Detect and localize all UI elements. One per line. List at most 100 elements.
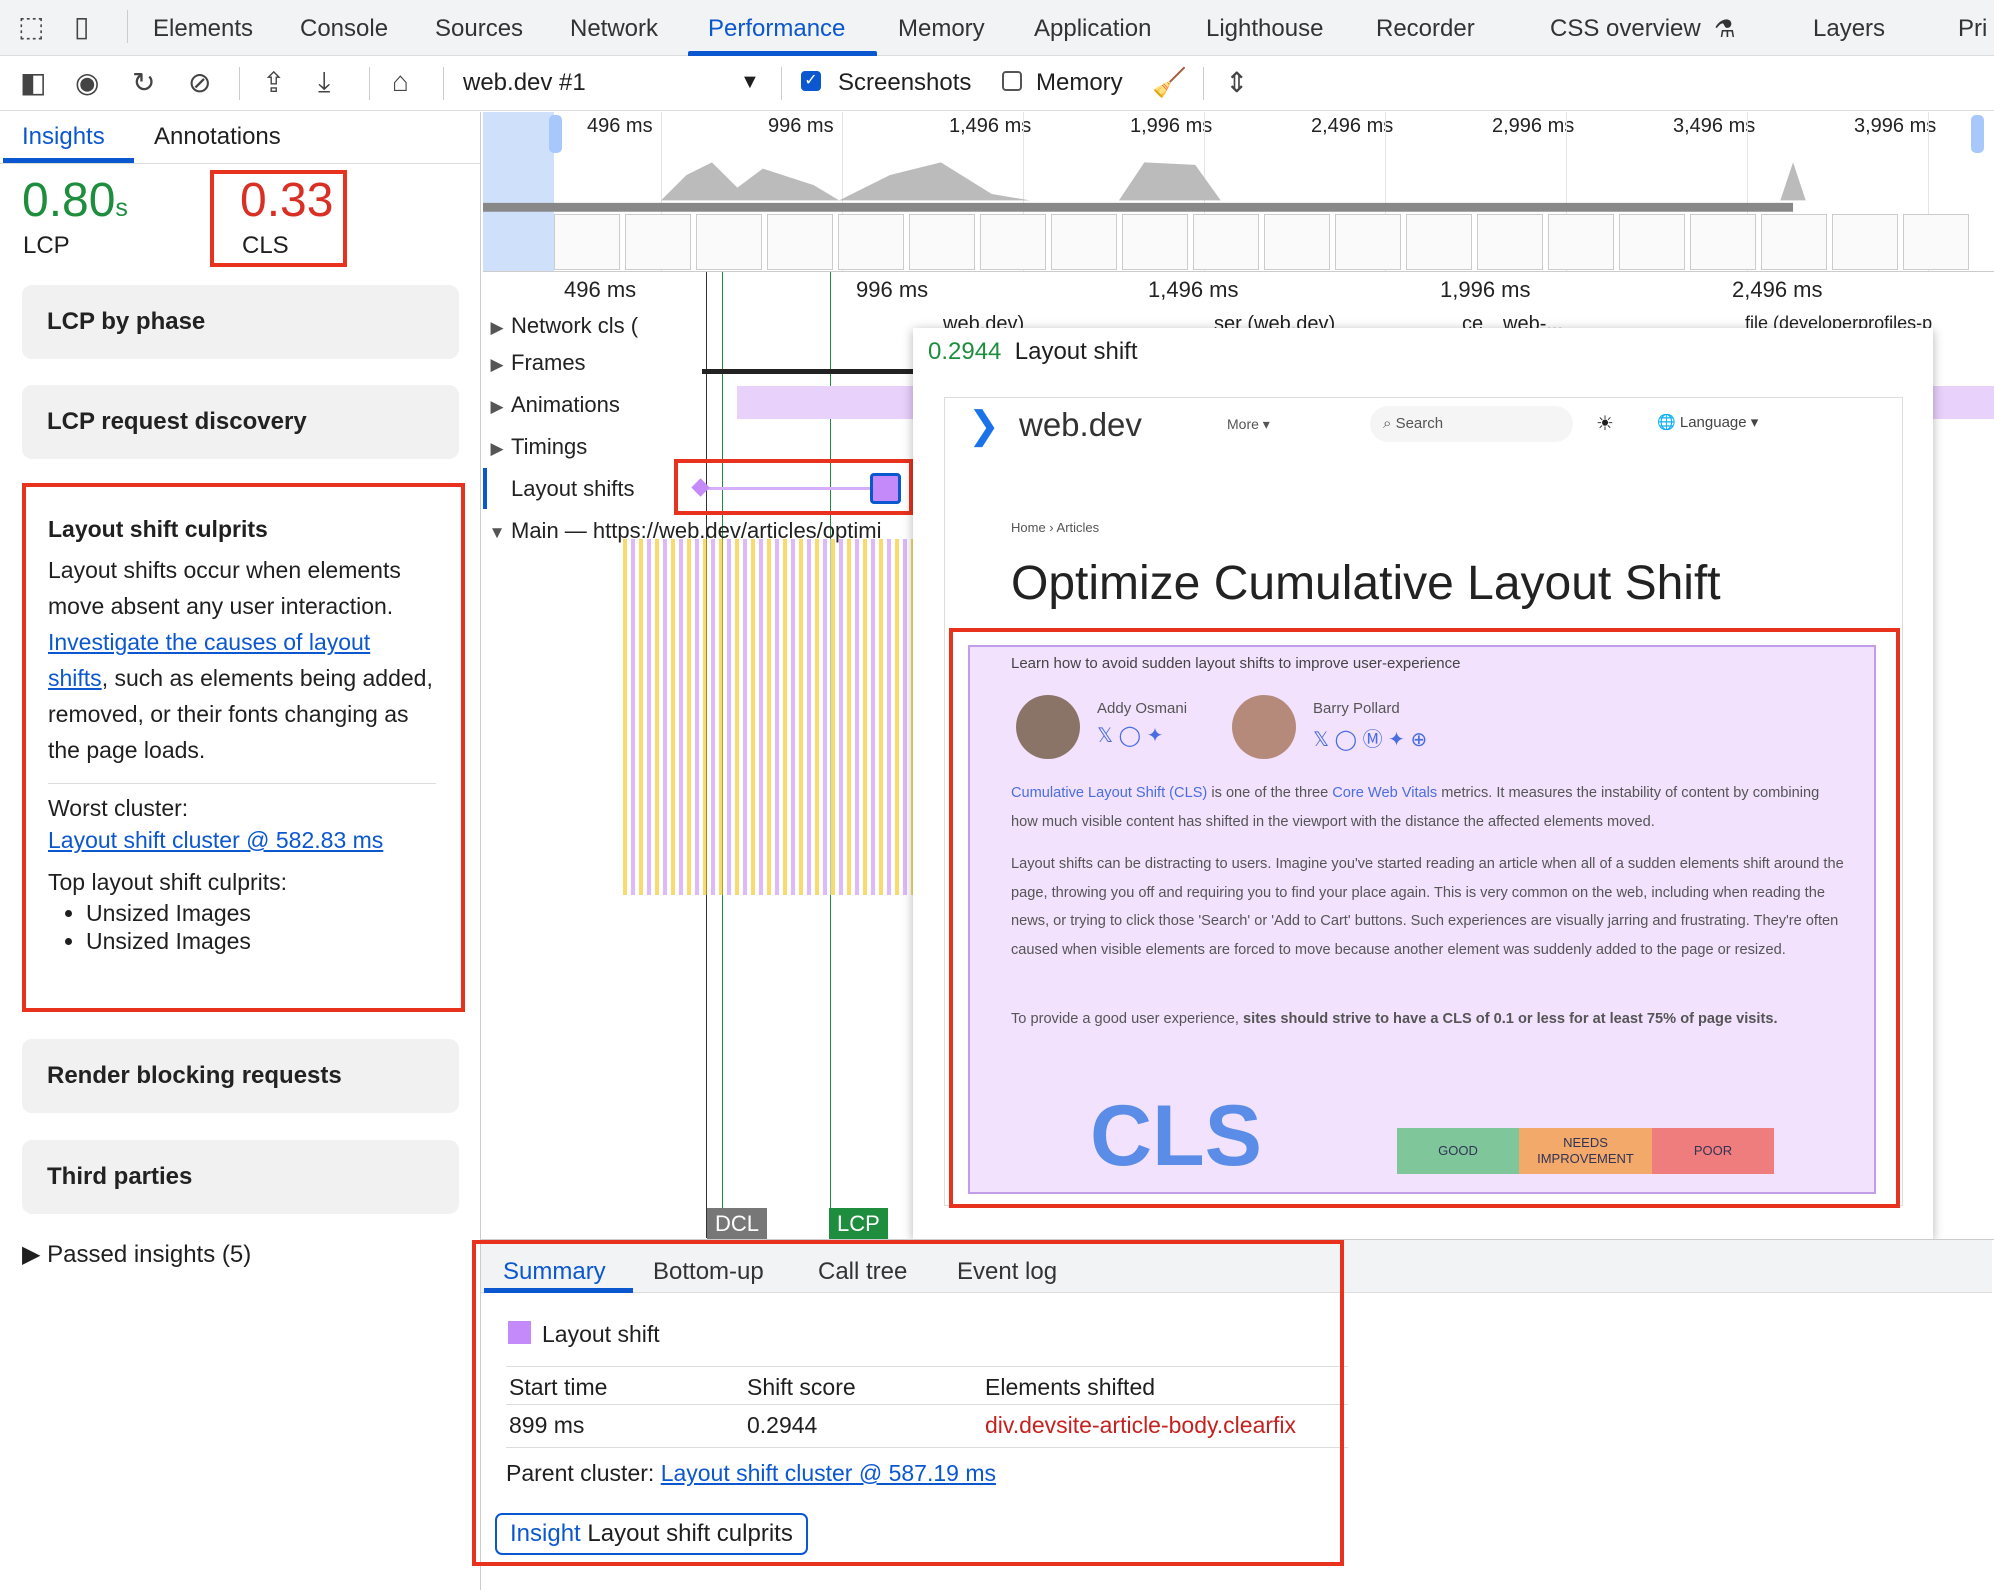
dcl-marker[interactable]: DCL [707, 1208, 768, 1239]
track-5[interactable]: ▼ Main — https://web.dev/articles/optimi [483, 510, 915, 551]
track-1[interactable]: ▶ Frames [483, 342, 915, 383]
record-icon[interactable]: ◉ [75, 67, 100, 98]
lcp-metric[interactable]: 0.80s [22, 174, 128, 227]
tab-elements[interactable]: Elements [153, 15, 254, 42]
screenshot-thumbnail[interactable] [1619, 214, 1685, 270]
screenshot-thumbnail[interactable] [838, 214, 904, 270]
screenshot-thumbnail[interactable] [1903, 214, 1969, 270]
track-3[interactable]: ▶ Timings [483, 426, 915, 467]
screenshot-thumbnail[interactable] [1335, 214, 1401, 270]
track-0[interactable]: ▶ Network cls ( [483, 305, 915, 346]
site-name: web.dev [1019, 406, 1142, 443]
recording-select[interactable]: web.dev #1 [463, 69, 586, 96]
insight-render-blocking[interactable]: Render blocking requests [22, 1039, 459, 1113]
screenshot-thumbnail[interactable] [1761, 214, 1827, 270]
memory-checkbox[interactable] [1002, 71, 1022, 91]
expand-down-icon[interactable]: ▼ [488, 523, 506, 542]
expand-right-icon[interactable]: ▶ [490, 318, 504, 337]
tab-css-overview[interactable]: CSS overview [1550, 15, 1701, 42]
overview-tick: 3,496 ms [1673, 115, 1756, 137]
track-4[interactable]: Layout shifts [483, 468, 915, 509]
insight-lcp-request-discovery[interactable]: LCP request discovery [22, 385, 459, 459]
timeline-tick: 996 ms [856, 277, 929, 302]
screenshot-thumbnail[interactable] [554, 214, 620, 270]
collapse-tracks-icon[interactable]: ⇕ [1225, 67, 1249, 98]
more-menu: More ▾ [1227, 416, 1270, 432]
cls-metric[interactable]: 0.33 [240, 174, 334, 227]
tab-layers[interactable]: Layers [1813, 15, 1886, 42]
screenshot-thumbnail[interactable] [1477, 214, 1543, 270]
tab-performance[interactable]: Performance [708, 15, 846, 42]
tab-bottom-up[interactable]: Bottom-up [653, 1258, 764, 1285]
timeline-tick: 496 ms [564, 277, 637, 302]
article-paragraph: Cumulative Layout Shift (CLS) is one of … [1011, 785, 1820, 830]
left-range-handle[interactable] [549, 115, 562, 153]
screenshot-thumbnail[interactable] [1832, 214, 1898, 270]
tab-lighthouse[interactable]: Lighthouse [1206, 15, 1324, 42]
passed-insights-toggle[interactable]: ▶ Passed insights (5) [22, 1241, 252, 1268]
right-range-handle[interactable] [1971, 115, 1984, 153]
expand-right-icon[interactable]: ▶ [490, 355, 504, 374]
author-name: Addy Osmani [1097, 700, 1188, 717]
tab-privacy[interactable]: Pri [1958, 15, 1988, 42]
screenshot-thumbnail[interactable] [909, 214, 975, 270]
screenshot-thumbnail[interactable] [1193, 214, 1259, 270]
screenshot-thumbnail[interactable] [1264, 214, 1330, 270]
shifted-element-link[interactable]: div.devsite-article-body.clearfix [985, 1412, 1297, 1438]
screenshot-thumbnail[interactable] [1122, 214, 1188, 270]
screenshot-thumbnail[interactable] [625, 214, 691, 270]
download-icon[interactable]: ⤓ [318, 66, 331, 97]
screenshot-thumbnail[interactable] [1690, 214, 1756, 270]
insight-third-parties[interactable]: Third parties [22, 1140, 459, 1214]
overview-gridline [842, 112, 843, 271]
insight-lcp-by-phase[interactable]: LCP by phase [22, 285, 459, 359]
device-toolbar-icon[interactable]: ▯ [74, 11, 90, 42]
cls-label: CLS [242, 232, 289, 259]
track-label: Network cls ( [511, 313, 639, 338]
garbage-collect-icon[interactable]: 🧹 [1152, 67, 1187, 98]
timeline-tick: 1,996 ms [1440, 277, 1531, 302]
tab-memory[interactable]: Memory [898, 15, 985, 42]
social-icons: 𝕏 ◯ Ⓜ ✦ ⊕ [1313, 729, 1428, 751]
track-2[interactable]: ▶ Animations [483, 384, 915, 425]
tab-sources[interactable]: Sources [435, 15, 524, 42]
tab-summary[interactable]: Summary [503, 1258, 606, 1285]
inspect-element-icon[interactable]: ⬚ [18, 11, 45, 42]
expand-right-icon[interactable]: ▶ [490, 439, 504, 458]
tab-recorder[interactable]: Recorder [1376, 15, 1475, 42]
parent-cluster-link[interactable]: Layout shift cluster @ 587.19 ms [660, 1460, 996, 1486]
expand-right-icon[interactable]: ▶ [490, 397, 504, 416]
screenshot-thumbnail[interactable] [1548, 214, 1614, 270]
header-elements-shifted: Elements shifted [985, 1374, 1156, 1400]
insight-chip[interactable]: Insight Layout shift culprits [495, 1513, 808, 1555]
screenshot-thumbnail[interactable] [1406, 214, 1472, 270]
screenshot-thumbnail[interactable] [696, 214, 762, 270]
reload-record-icon[interactable]: ↻ [132, 67, 156, 98]
tab-insights[interactable]: Insights [22, 123, 105, 150]
flask-icon: ⚗ [1714, 16, 1736, 43]
insight-title: Layout shift culprits [48, 516, 268, 542]
article-title: Optimize Cumulative Layout Shift [1011, 557, 1721, 610]
lcp-marker[interactable]: LCP [829, 1208, 888, 1239]
tab-annotations[interactable]: Annotations [154, 123, 281, 150]
tab-network[interactable]: Network [570, 15, 659, 42]
investigate-link[interactable]: Investigate the causes of layout shifts [48, 629, 371, 691]
chevron-down-icon[interactable]: ▼ [740, 71, 760, 93]
screenshot-thumbnail[interactable] [1051, 214, 1117, 270]
tab-event-log[interactable]: Event log [957, 1258, 1058, 1285]
home-icon[interactable]: ⌂ [392, 66, 409, 97]
toggle-sidebar-icon[interactable]: ◧ [20, 67, 47, 98]
worst-cluster-link[interactable]: Layout shift cluster @ 582.83 ms [48, 827, 384, 853]
selected-layout-shift[interactable] [870, 473, 901, 504]
tab-console[interactable]: Console [300, 15, 389, 42]
screenshots-checkbox[interactable]: ✓ [801, 71, 821, 91]
upload-icon[interactable]: ⇪ [262, 67, 286, 98]
worst-cluster-label: Worst cluster: [48, 795, 189, 821]
overview-gridline [1385, 112, 1386, 271]
tab-call-tree[interactable]: Call tree [818, 1258, 908, 1285]
screenshot-thumbnail[interactable] [980, 214, 1046, 270]
tab-application[interactable]: Application [1034, 15, 1152, 42]
clear-icon[interactable]: ⊘ [188, 67, 212, 98]
screenshot-thumbnail[interactable] [767, 214, 833, 270]
timeline-overview[interactable]: 496 ms 996 ms 1,496 ms 1,996 ms 2,496 ms 2,99… [483, 112, 1994, 272]
